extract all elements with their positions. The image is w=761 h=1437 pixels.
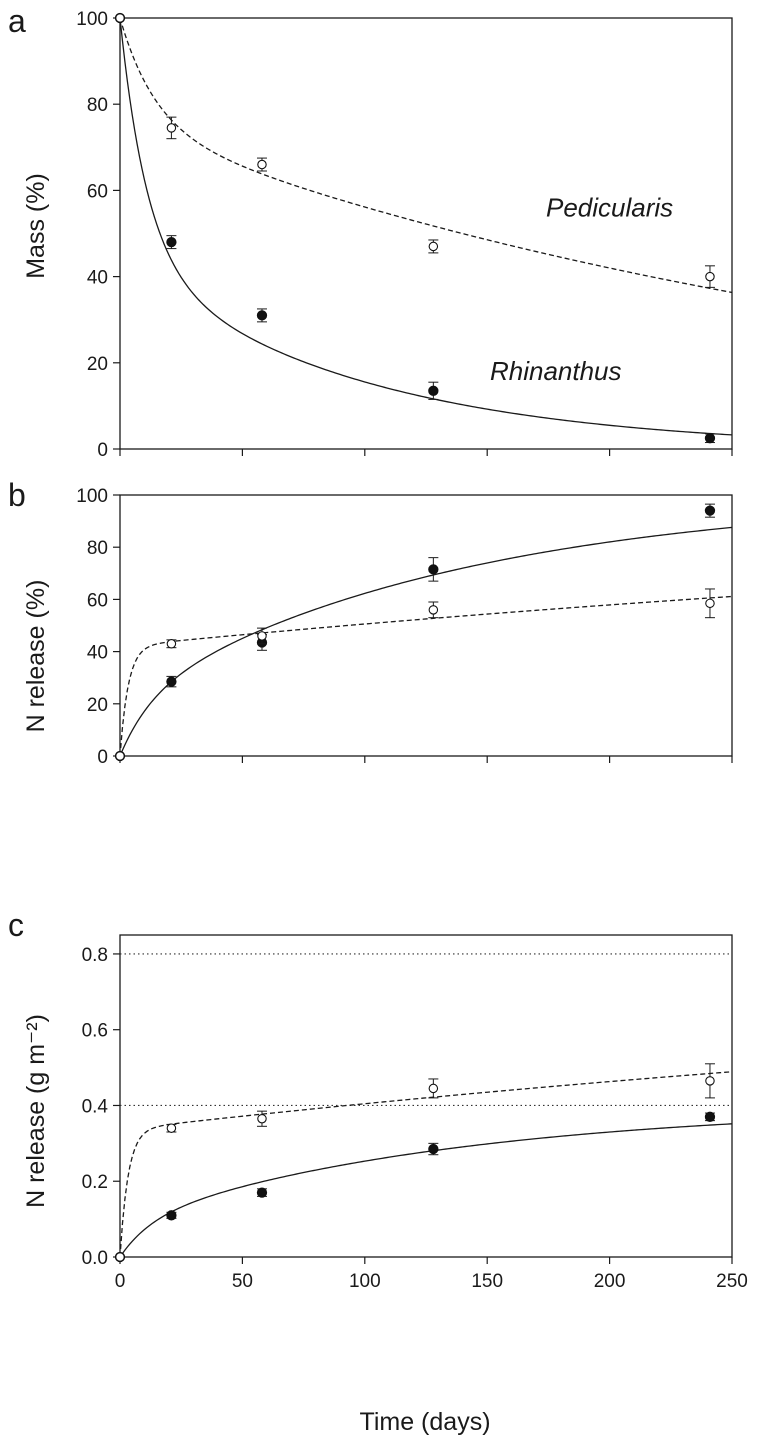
data-point (166, 123, 177, 133)
y-tick-label: 20 (87, 695, 108, 716)
series-line (119, 1123, 733, 1258)
panel-b: b N release (%) 0 20 40 60 80 100 (8, 477, 733, 768)
data-point (428, 385, 439, 396)
y-tick-label: 0.6 (82, 1021, 108, 1042)
data-point (257, 1113, 267, 1124)
y-tick-label: 40 (87, 268, 108, 289)
x-tick-label: 100 (349, 1271, 381, 1292)
y-tick-label: 100 (76, 9, 108, 30)
data-point (166, 676, 177, 687)
series-line (119, 1071, 733, 1258)
data-point (428, 1083, 439, 1094)
y-tick-label: 20 (87, 354, 108, 375)
data-point (705, 598, 715, 609)
x-tick-label: 200 (594, 1271, 626, 1292)
data-point (256, 310, 268, 321)
data-point (705, 1076, 715, 1086)
y-tick-label: 60 (87, 590, 108, 611)
data-point (257, 159, 267, 170)
data-point (428, 241, 439, 252)
y-axis-title: N release (%) (22, 580, 50, 733)
data-point (704, 505, 716, 516)
data-point (428, 1143, 439, 1155)
series-line (119, 595, 733, 757)
y-tick-label: 60 (87, 181, 108, 202)
x-tick-label: 0 (115, 1271, 126, 1292)
data-point (705, 271, 715, 282)
x-axis-title: Time (days) (359, 1408, 490, 1436)
panel-letter: b (8, 477, 26, 513)
panel-letter: a (8, 3, 26, 39)
plot-frame (119, 934, 733, 1258)
y-tick-label: 100 (76, 486, 108, 507)
data-point (704, 1111, 716, 1122)
series-line (119, 17, 733, 294)
data-point (166, 236, 177, 248)
data-point (115, 13, 125, 23)
x-tick-label: 250 (716, 1271, 748, 1292)
data-point (166, 1210, 177, 1221)
y-tick-label: 0.8 (82, 945, 108, 966)
plot-frame (119, 17, 733, 450)
y-tick-label: 40 (87, 643, 108, 664)
series-line (119, 526, 733, 757)
panel-c: c N release (g m⁻²) Time (days) 0.0 0.2 0.… (8, 907, 748, 1436)
series-line (119, 17, 733, 436)
y-tick-label: 0 (97, 747, 108, 768)
y-tick-label: 0 (97, 440, 108, 461)
data-point (166, 639, 177, 649)
y-tick-label: 80 (87, 95, 108, 116)
data-point (115, 751, 125, 761)
data-point (115, 1252, 125, 1262)
panel-a: a Mass (%) 0 20 40 60 80 100 Pedicularis Rhinan… (8, 3, 733, 461)
y-axis-title: Mass (%) (22, 173, 50, 279)
data-point (257, 631, 267, 641)
data-point (166, 1123, 177, 1133)
series-label: Rhinanthus (490, 356, 622, 386)
panel-letter: c (8, 907, 24, 943)
plot-frame (119, 494, 733, 757)
data-point (428, 564, 439, 575)
series-label: Pedicularis (546, 192, 673, 222)
x-tick-label: 50 (232, 1271, 253, 1292)
data-point (704, 433, 716, 444)
data-point (256, 1187, 268, 1198)
y-tick-label: 0.0 (82, 1248, 108, 1269)
y-tick-label: 0.4 (82, 1096, 109, 1117)
data-point (428, 605, 439, 615)
y-tick-label: 80 (87, 538, 108, 559)
x-tick-label: 150 (471, 1271, 503, 1292)
y-tick-label: 0.2 (82, 1172, 108, 1193)
y-axis-title: N release (g m⁻²) (22, 1014, 50, 1208)
